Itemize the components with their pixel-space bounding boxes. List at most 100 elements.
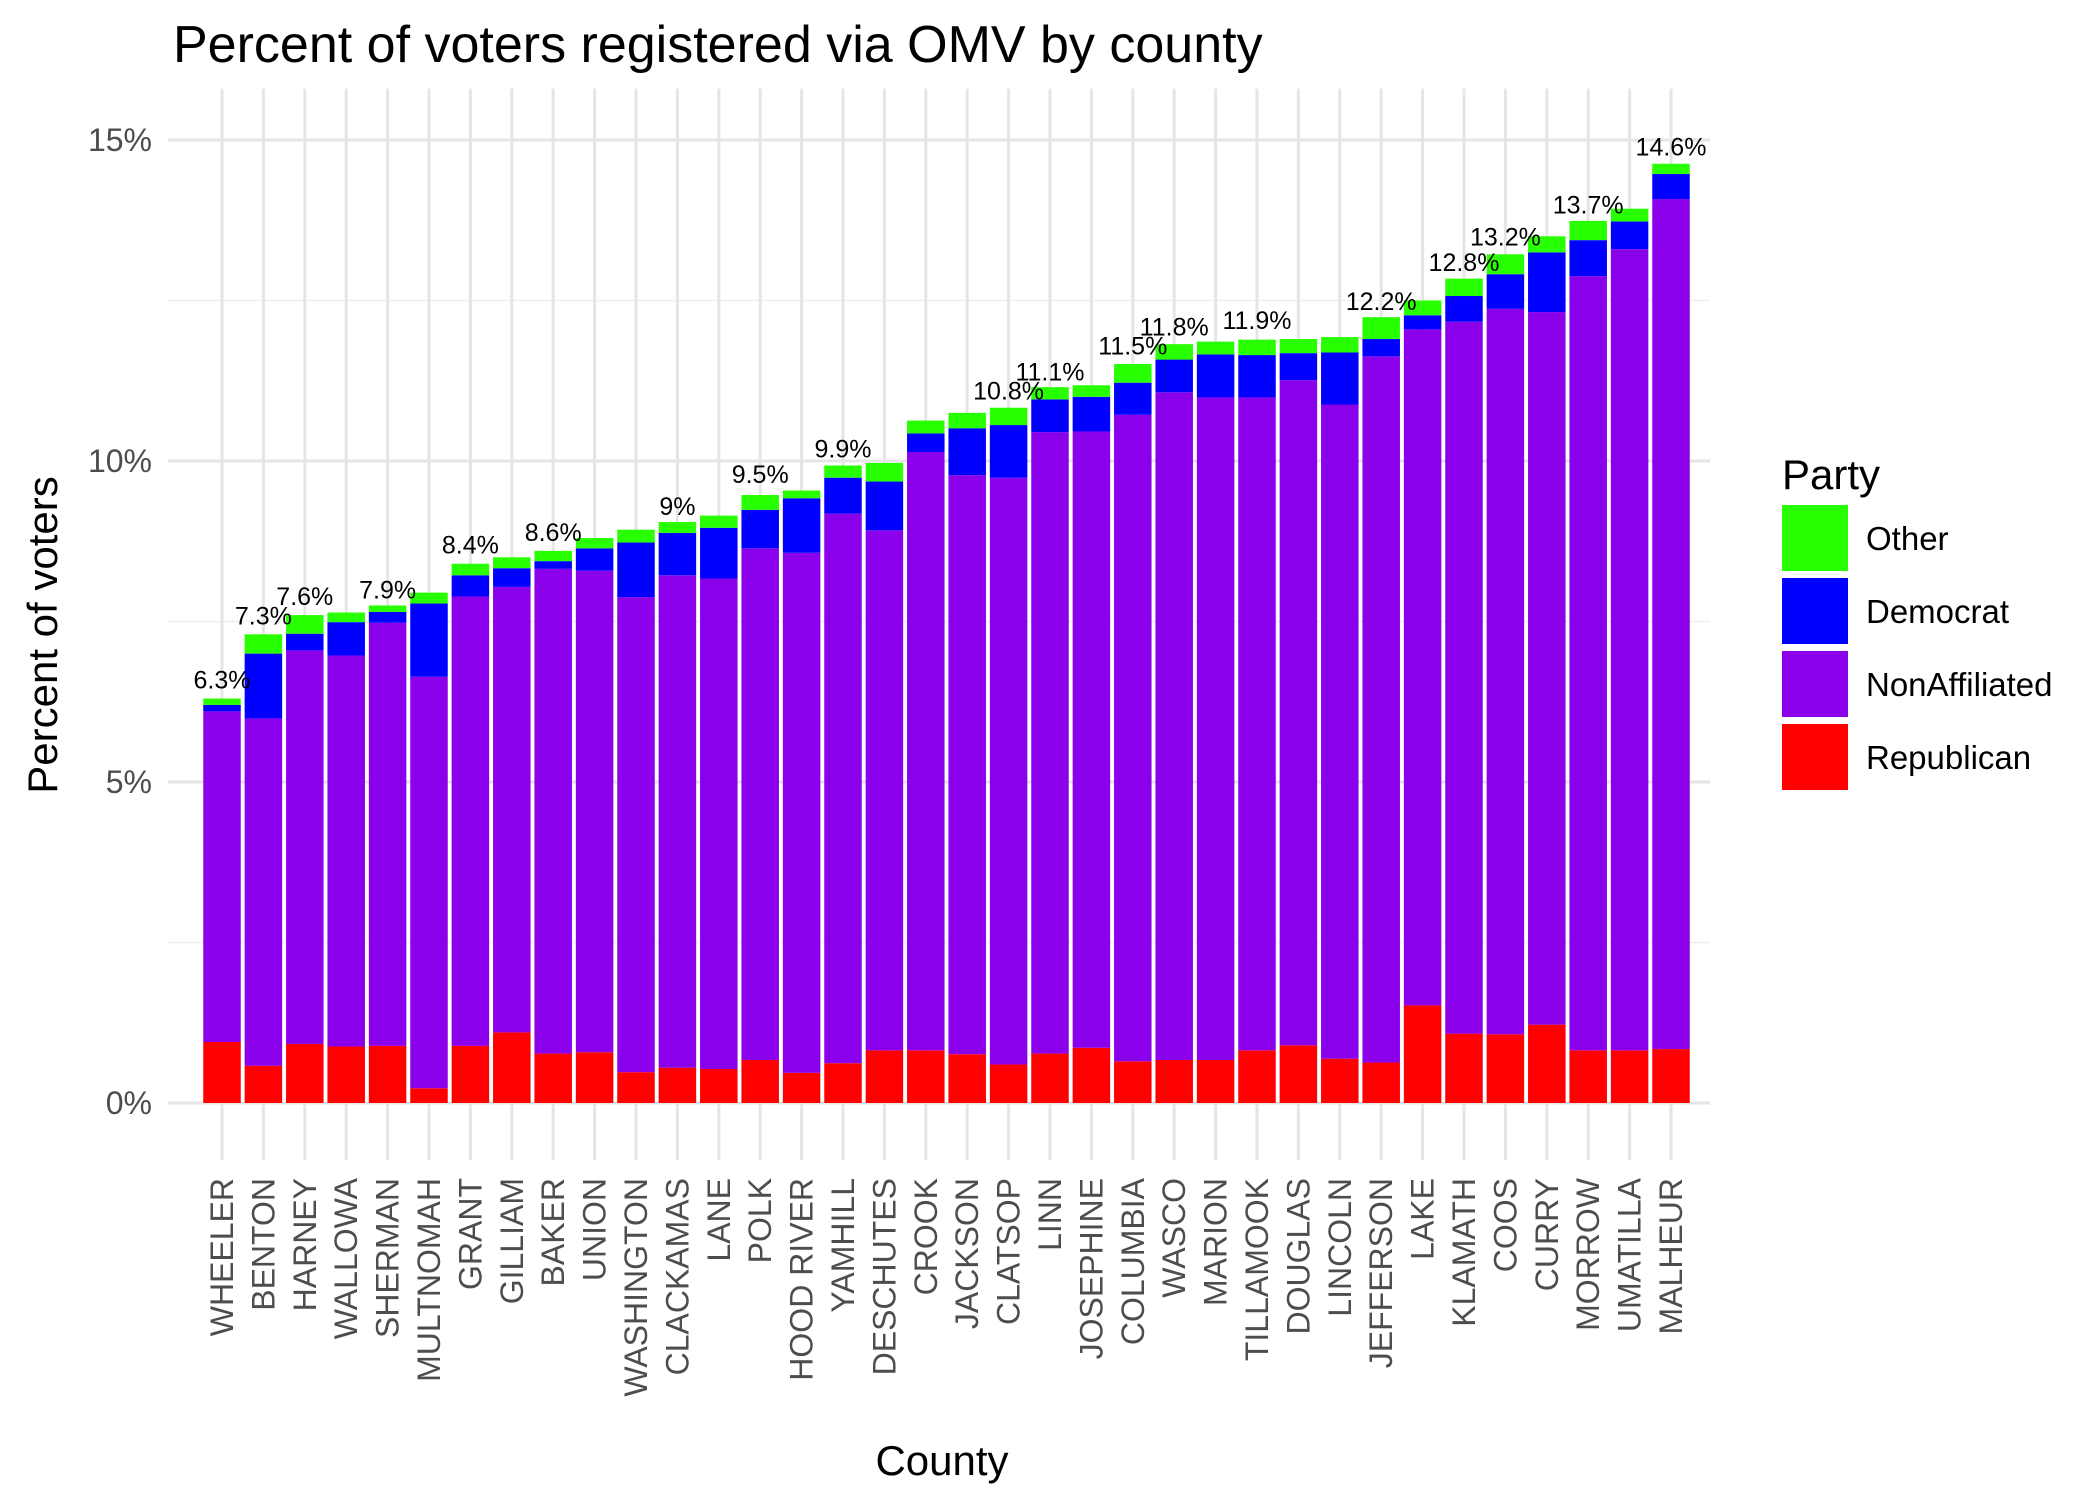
x-tick-label: WALLOWA <box>328 1177 364 1339</box>
total-label: 11.9% <box>1222 307 1291 335</box>
bar-segment-nonaffiliated <box>907 452 945 1051</box>
bar-segment-democrat <box>1196 354 1235 398</box>
bar-segment-other <box>203 698 241 705</box>
bar-segment-other <box>1652 163 1690 175</box>
bar-segment-democrat <box>1155 359 1193 393</box>
y-axis-title: Percent of voters <box>19 476 66 793</box>
x-tick-label: COOS <box>1487 1178 1523 1272</box>
bar-segment-democrat <box>1569 240 1607 277</box>
bar-segment-nonaffiliated <box>1486 308 1525 1035</box>
x-tick-label: YAMHILL <box>825 1178 861 1313</box>
bar-segment-democrat <box>1652 174 1690 200</box>
x-tick-label: MORROW <box>1570 1177 1606 1331</box>
y-tick-label: 15% <box>88 122 152 158</box>
bar-segment-nonaffiliated <box>1238 397 1276 1051</box>
x-tick-label: MALHEUR <box>1653 1178 1689 1334</box>
bar-segment-other <box>1403 300 1442 316</box>
bar-segment-democrat <box>865 481 904 531</box>
bar-segment-democrat <box>824 477 862 514</box>
legend: Party Other Democrat NonAffiliated Republic… <box>1782 451 2053 790</box>
total-label: 11.1% <box>1015 358 1084 386</box>
bar-segment-democrat <box>1610 221 1649 250</box>
bar-segment-democrat <box>368 611 407 623</box>
bar-segment-republican <box>1610 1050 1649 1103</box>
x-tick-label: DOUGLAS <box>1280 1178 1316 1334</box>
bar-segment-republican <box>1403 1005 1442 1103</box>
bar-segment-nonaffiliated <box>782 552 821 1073</box>
total-label: 10.8% <box>973 378 1044 406</box>
bar-segment-democrat <box>1445 296 1483 322</box>
x-tick-label: CLACKAMAS <box>659 1178 695 1375</box>
bar-segment-democrat <box>244 653 283 719</box>
bar-segment-other <box>658 521 697 533</box>
x-tick-label: UNION <box>577 1178 613 1281</box>
total-label: 7.6% <box>276 583 333 611</box>
total-label: 12.2% <box>1346 288 1417 316</box>
legend-label: Other <box>1866 520 1949 557</box>
bar-segment-republican <box>700 1068 738 1103</box>
x-tick-label: GRANT <box>452 1178 488 1290</box>
bar-segment-other <box>1445 278 1483 296</box>
bar-segment-nonaffiliated <box>286 650 324 1044</box>
bar-segment-republican <box>244 1065 283 1103</box>
bar-segment-other <box>1279 339 1318 354</box>
bar-segment-nonaffiliated <box>410 676 448 1089</box>
x-tick-label: LINN <box>1032 1178 1068 1251</box>
bar-segment-other <box>1238 339 1276 356</box>
x-axis: WHEELER BENTON HARNEY WALLOWA SHERMAN MULTNOM… <box>204 1177 1689 1396</box>
bar-segment-nonaffiliated <box>1362 356 1400 1063</box>
bar-segment-other <box>410 592 448 604</box>
y-tick-label: 5% <box>106 764 152 800</box>
x-tick-label: COLUMBIA <box>1115 1177 1151 1345</box>
bar-segment-other <box>244 634 283 654</box>
legend-label: Republican <box>1866 739 2031 776</box>
bar-segment-republican <box>1652 1049 1690 1103</box>
bar-segment-other <box>1486 254 1525 275</box>
bar-segment-nonaffiliated <box>1610 249 1649 1051</box>
total-label: 8.4% <box>442 532 499 560</box>
bar-segment-republican <box>1196 1059 1235 1103</box>
x-tick-label: LINCOLN <box>1322 1178 1358 1317</box>
bar-segment-nonaffiliated <box>1403 329 1442 1006</box>
bar-segment-republican <box>534 1053 572 1103</box>
x-tick-label: HARNEY <box>287 1178 323 1311</box>
bar-segment-nonaffiliated <box>617 597 655 1073</box>
bar-segment-nonaffiliated <box>451 596 490 1046</box>
bar-segment-democrat <box>782 498 821 553</box>
bar-segment-nonaffiliated <box>741 548 779 1060</box>
bar-segment-other <box>286 615 324 634</box>
x-tick-label: POLK <box>742 1178 778 1263</box>
x-tick-label: CURRY <box>1529 1178 1565 1291</box>
x-tick-label: BAKER <box>535 1178 571 1286</box>
bar-segment-other <box>1114 364 1152 383</box>
total-label: 11.5% <box>1098 333 1167 361</box>
legend-swatch-nonaffiliated <box>1782 651 1848 717</box>
bar-segment-other <box>1569 220 1607 241</box>
total-label: 13.2% <box>1470 224 1541 252</box>
bar-segment-democrat <box>1362 339 1400 357</box>
bar-segment-republican <box>410 1088 448 1103</box>
x-tick-label: LAKE <box>1405 1178 1441 1260</box>
bar-segment-democrat <box>493 568 531 587</box>
bar-segment-other <box>1072 385 1111 397</box>
bar-segment-democrat <box>1114 382 1152 415</box>
bar-segment-other <box>948 412 986 429</box>
x-tick-label: BENTON <box>245 1178 281 1311</box>
bar-segment-other <box>989 407 1028 426</box>
bar-segment-republican <box>989 1064 1028 1103</box>
bars <box>203 163 1690 1103</box>
bar-segment-democrat <box>1072 396 1111 432</box>
bar-segment-republican <box>1072 1047 1111 1103</box>
legend-swatch-democrat <box>1782 578 1848 644</box>
bar-segment-nonaffiliated <box>203 711 241 1043</box>
bar-segment-nonaffiliated <box>575 570 614 1053</box>
bar-segment-democrat <box>1486 274 1525 309</box>
bar-segment-nonaffiliated <box>244 718 283 1066</box>
x-tick-label: MARION <box>1198 1178 1234 1306</box>
bar-segment-republican <box>1486 1034 1525 1103</box>
bar-segment-nonaffiliated <box>1196 397 1235 1060</box>
total-label: 9.5% <box>732 461 789 489</box>
total-label: 9.9% <box>815 435 872 463</box>
bar-segment-democrat <box>1238 355 1276 398</box>
